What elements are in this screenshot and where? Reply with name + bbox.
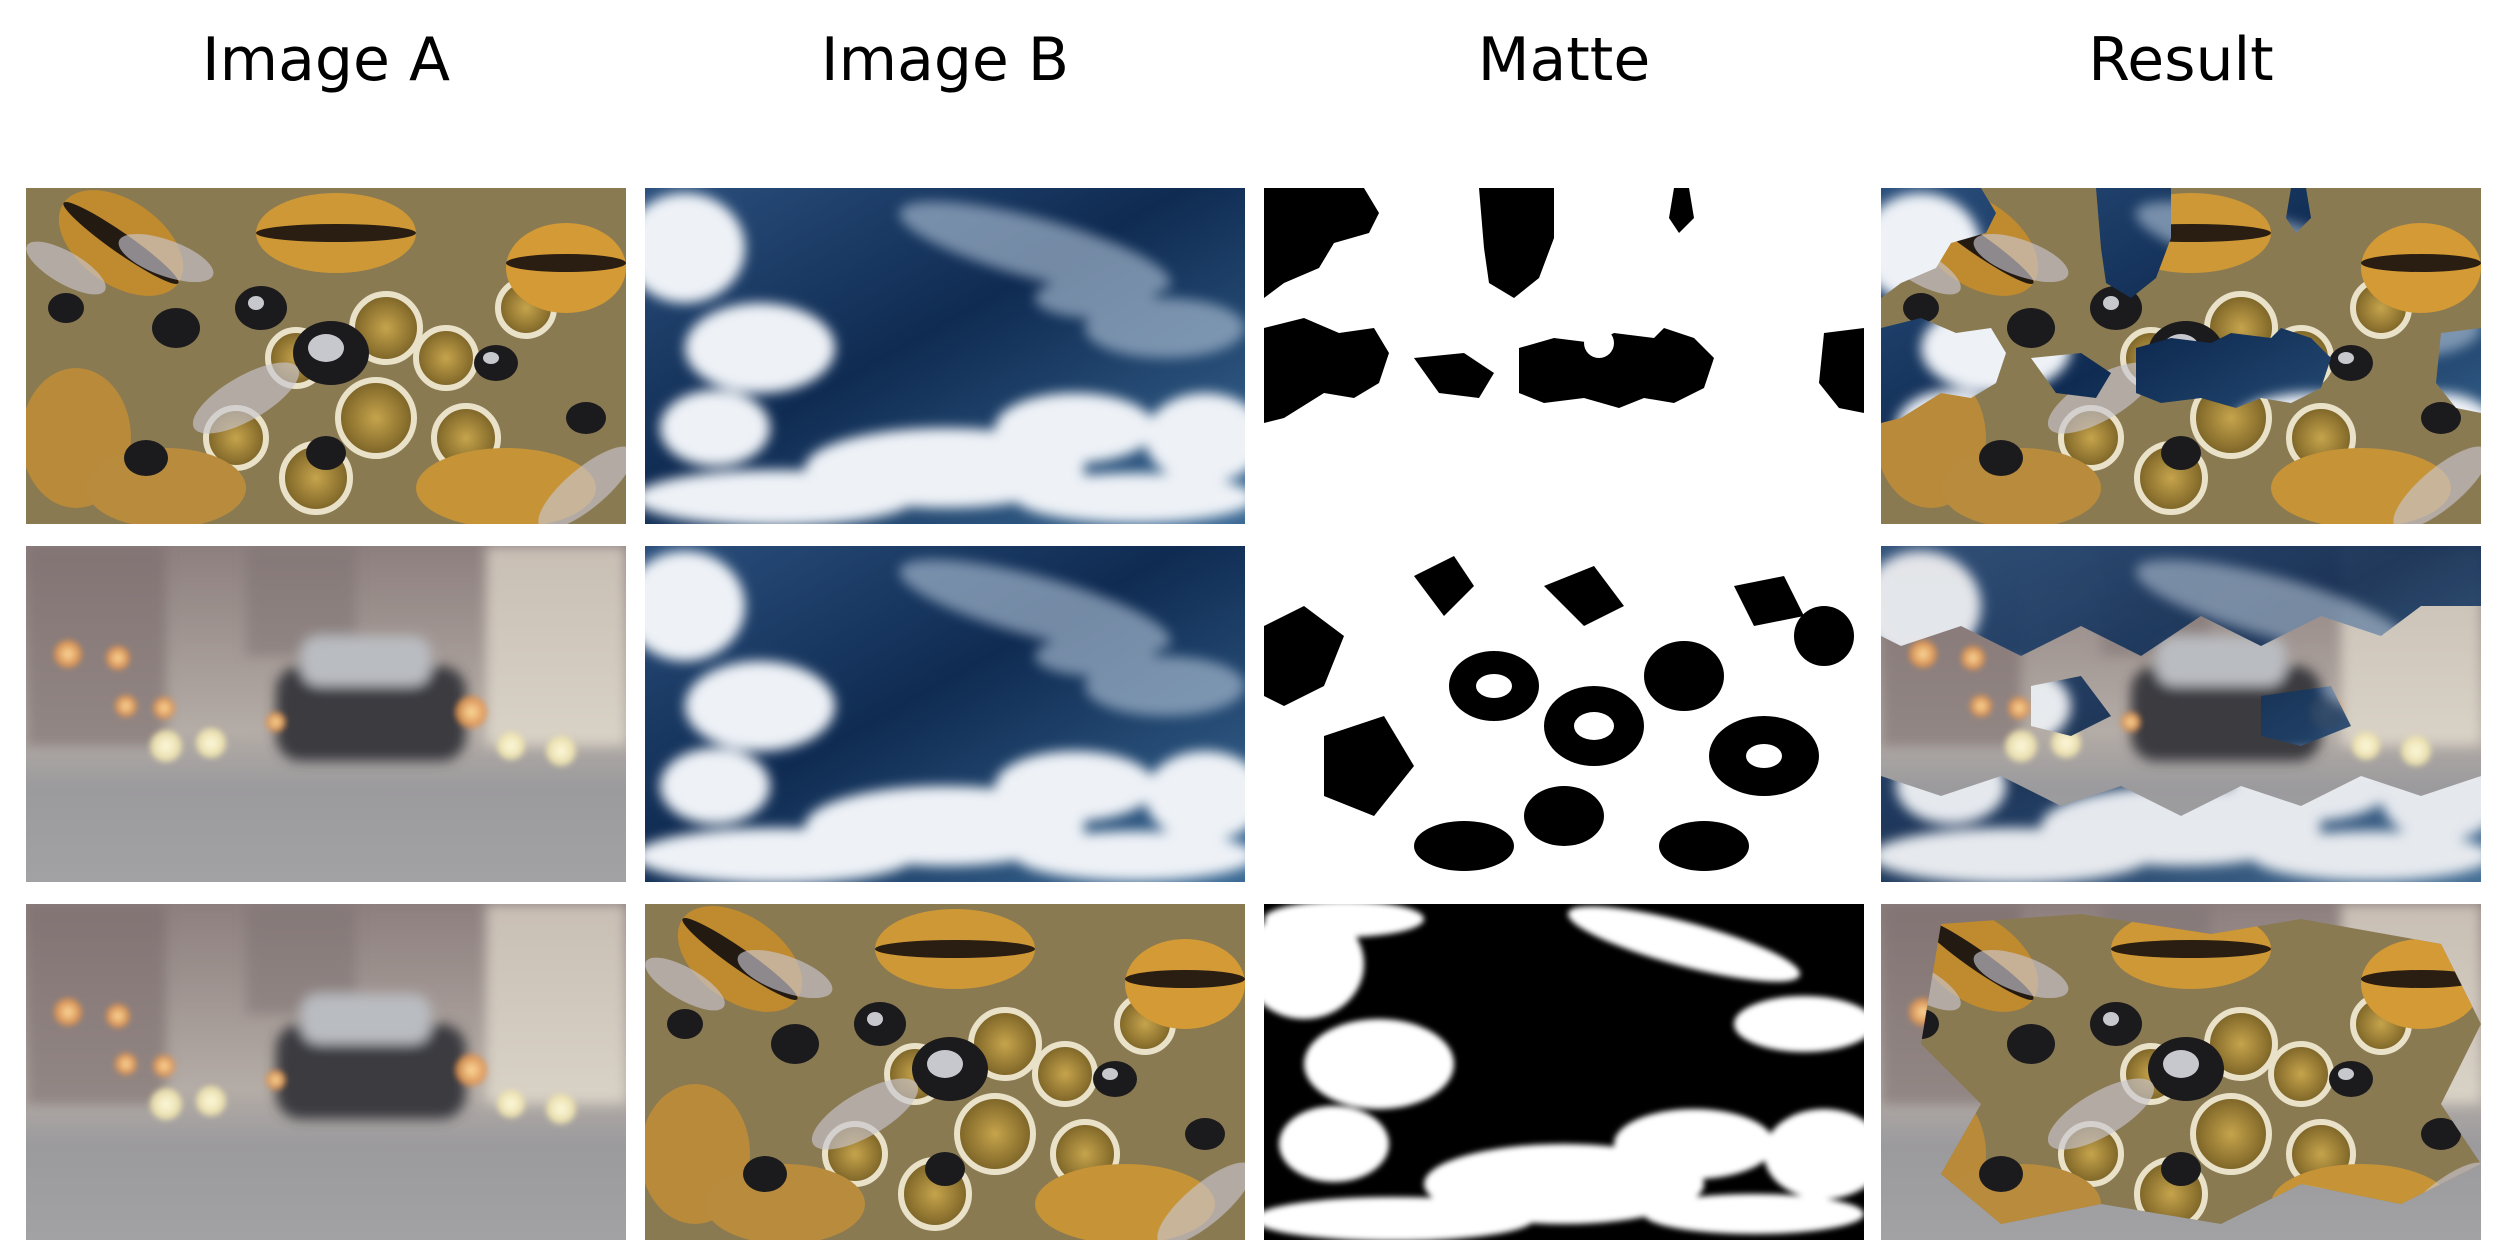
column-title-image-b: Image B	[820, 25, 1070, 95]
column-title-matte: Matte	[1477, 25, 1651, 95]
row1-image-a-bees	[26, 188, 626, 524]
row1-result-composite	[1881, 188, 2481, 524]
row3-result-composite	[1881, 904, 2481, 1240]
column-title-result: Result	[2088, 25, 2274, 95]
row3-image-b-bees	[645, 904, 1245, 1240]
column-title-image-a: Image A	[201, 25, 451, 95]
row3-image-a-street	[26, 904, 626, 1240]
row2-image-b-sky	[645, 546, 1245, 882]
row2-image-a-street	[26, 546, 626, 882]
row3-matte	[1264, 904, 1864, 1240]
row1-image-b-sky	[645, 188, 1245, 524]
row2-matte	[1264, 546, 1864, 882]
row1-matte	[1264, 188, 1864, 524]
row2-result-composite	[1881, 546, 2481, 882]
